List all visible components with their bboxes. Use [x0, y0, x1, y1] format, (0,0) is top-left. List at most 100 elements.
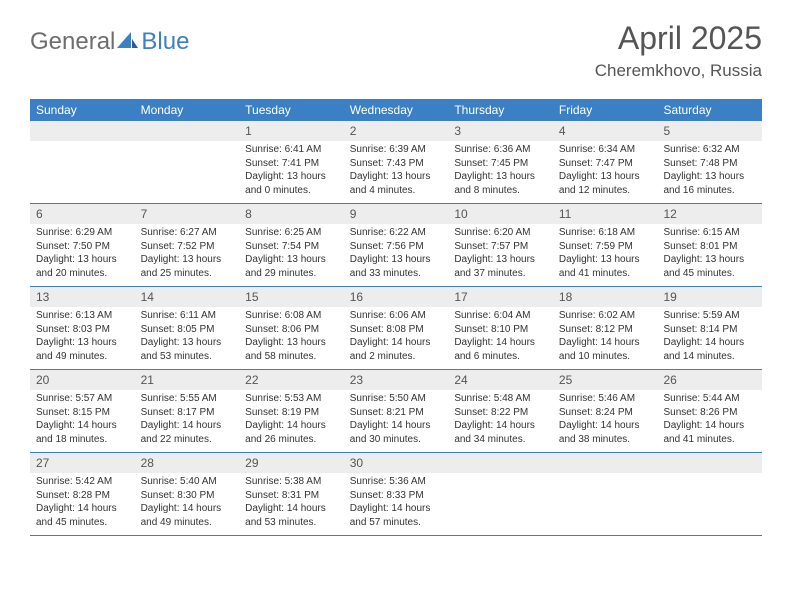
sunset-line: Sunset: 8:21 PM — [350, 406, 443, 420]
logo: General Blue — [30, 28, 189, 56]
day-cell: 27Sunrise: 5:42 AMSunset: 8:28 PMDayligh… — [30, 453, 135, 535]
sunset-line: Sunset: 8:22 PM — [454, 406, 547, 420]
day-cell: 25Sunrise: 5:46 AMSunset: 8:24 PMDayligh… — [553, 370, 658, 452]
calendar: Sunday Monday Tuesday Wednesday Thursday… — [30, 99, 762, 536]
sunset-line: Sunset: 8:12 PM — [559, 323, 652, 337]
day-number: 29 — [239, 453, 344, 473]
day-body: Sunrise: 6:41 AMSunset: 7:41 PMDaylight:… — [239, 141, 344, 201]
day-body: Sunrise: 5:48 AMSunset: 8:22 PMDaylight:… — [448, 390, 553, 450]
day-header: Thursday — [448, 99, 553, 121]
day-cell: 20Sunrise: 5:57 AMSunset: 8:15 PMDayligh… — [30, 370, 135, 452]
day-cell: 13Sunrise: 6:13 AMSunset: 8:03 PMDayligh… — [30, 287, 135, 369]
sunrise-line: Sunrise: 6:02 AM — [559, 309, 652, 323]
sunset-line: Sunset: 8:14 PM — [663, 323, 756, 337]
daylight-line: and 12 minutes. — [559, 184, 652, 198]
daylight-line: Daylight: 13 hours — [454, 253, 547, 267]
sunrise-line: Sunrise: 5:36 AM — [350, 475, 443, 489]
day-number: 12 — [657, 204, 762, 224]
daylight-line: and 49 minutes. — [141, 516, 234, 530]
day-cell: 3Sunrise: 6:36 AMSunset: 7:45 PMDaylight… — [448, 121, 553, 203]
sunrise-line: Sunrise: 6:22 AM — [350, 226, 443, 240]
day-body: Sunrise: 6:22 AMSunset: 7:56 PMDaylight:… — [344, 224, 449, 284]
day-cell: 24Sunrise: 5:48 AMSunset: 8:22 PMDayligh… — [448, 370, 553, 452]
day-body: Sunrise: 6:25 AMSunset: 7:54 PMDaylight:… — [239, 224, 344, 284]
day-number: 22 — [239, 370, 344, 390]
sunrise-line: Sunrise: 5:42 AM — [36, 475, 129, 489]
daylight-line: and 33 minutes. — [350, 267, 443, 281]
day-cell: 4Sunrise: 6:34 AMSunset: 7:47 PMDaylight… — [553, 121, 658, 203]
day-body: Sunrise: 6:39 AMSunset: 7:43 PMDaylight:… — [344, 141, 449, 201]
sunset-line: Sunset: 8:08 PM — [350, 323, 443, 337]
day-cell: 5Sunrise: 6:32 AMSunset: 7:48 PMDaylight… — [657, 121, 762, 203]
daylight-line: and 49 minutes. — [36, 350, 129, 364]
daylight-line: and 53 minutes. — [141, 350, 234, 364]
daylight-line: Daylight: 13 hours — [454, 170, 547, 184]
day-number: 5 — [657, 121, 762, 141]
daylight-line: Daylight: 13 hours — [141, 336, 234, 350]
day-number: 7 — [135, 204, 240, 224]
day-body: Sunrise: 5:59 AMSunset: 8:14 PMDaylight:… — [657, 307, 762, 367]
daylight-line: and 34 minutes. — [454, 433, 547, 447]
sunset-line: Sunset: 8:26 PM — [663, 406, 756, 420]
day-body: Sunrise: 5:46 AMSunset: 8:24 PMDaylight:… — [553, 390, 658, 450]
day-cell: 2Sunrise: 6:39 AMSunset: 7:43 PMDaylight… — [344, 121, 449, 203]
day-cell: 28Sunrise: 5:40 AMSunset: 8:30 PMDayligh… — [135, 453, 240, 535]
daylight-line: and 29 minutes. — [245, 267, 338, 281]
day-body: Sunrise: 6:02 AMSunset: 8:12 PMDaylight:… — [553, 307, 658, 367]
sunset-line: Sunset: 7:41 PM — [245, 157, 338, 171]
day-number: 1 — [239, 121, 344, 141]
day-body: Sunrise: 6:06 AMSunset: 8:08 PMDaylight:… — [344, 307, 449, 367]
sunset-line: Sunset: 8:05 PM — [141, 323, 234, 337]
day-cell: 9Sunrise: 6:22 AMSunset: 7:56 PMDaylight… — [344, 204, 449, 286]
logo-text-blue: Blue — [141, 28, 189, 56]
sunset-line: Sunset: 7:59 PM — [559, 240, 652, 254]
day-number: 28 — [135, 453, 240, 473]
day-body: Sunrise: 5:42 AMSunset: 8:28 PMDaylight:… — [30, 473, 135, 533]
day-cell: 29Sunrise: 5:38 AMSunset: 8:31 PMDayligh… — [239, 453, 344, 535]
day-cell: 11Sunrise: 6:18 AMSunset: 7:59 PMDayligh… — [553, 204, 658, 286]
day-number: . — [135, 121, 240, 141]
daylight-line: Daylight: 13 hours — [559, 170, 652, 184]
month-title: April 2025 — [595, 20, 762, 57]
sunrise-line: Sunrise: 6:25 AM — [245, 226, 338, 240]
daylight-line: and 0 minutes. — [245, 184, 338, 198]
weeks-container: ..1Sunrise: 6:41 AMSunset: 7:41 PMDaylig… — [30, 121, 762, 536]
sunrise-line: Sunrise: 6:41 AM — [245, 143, 338, 157]
daylight-line: Daylight: 14 hours — [36, 419, 129, 433]
sunset-line: Sunset: 8:01 PM — [663, 240, 756, 254]
daylight-line: Daylight: 14 hours — [245, 419, 338, 433]
daylight-line: Daylight: 14 hours — [663, 419, 756, 433]
day-header: Tuesday — [239, 99, 344, 121]
daylight-line: Daylight: 14 hours — [245, 502, 338, 516]
day-body — [657, 473, 762, 479]
daylight-line: Daylight: 14 hours — [663, 336, 756, 350]
daylight-line: and 41 minutes. — [559, 267, 652, 281]
day-cell: 17Sunrise: 6:04 AMSunset: 8:10 PMDayligh… — [448, 287, 553, 369]
daylight-line: and 38 minutes. — [559, 433, 652, 447]
daylight-line: and 2 minutes. — [350, 350, 443, 364]
daylight-line: Daylight: 13 hours — [350, 253, 443, 267]
sunset-line: Sunset: 8:24 PM — [559, 406, 652, 420]
daylight-line: and 6 minutes. — [454, 350, 547, 364]
day-body: Sunrise: 5:36 AMSunset: 8:33 PMDaylight:… — [344, 473, 449, 533]
day-header: Friday — [553, 99, 658, 121]
day-body: Sunrise: 6:34 AMSunset: 7:47 PMDaylight:… — [553, 141, 658, 201]
day-number: . — [448, 453, 553, 473]
sunset-line: Sunset: 8:03 PM — [36, 323, 129, 337]
day-body: Sunrise: 5:57 AMSunset: 8:15 PMDaylight:… — [30, 390, 135, 450]
daylight-line: Daylight: 13 hours — [245, 336, 338, 350]
daylight-line: and 20 minutes. — [36, 267, 129, 281]
sunrise-line: Sunrise: 6:36 AM — [454, 143, 547, 157]
daylight-line: Daylight: 13 hours — [141, 253, 234, 267]
daylight-line: Daylight: 13 hours — [36, 336, 129, 350]
day-cell: 23Sunrise: 5:50 AMSunset: 8:21 PMDayligh… — [344, 370, 449, 452]
sunrise-line: Sunrise: 6:18 AM — [559, 226, 652, 240]
day-number: 9 — [344, 204, 449, 224]
sunrise-line: Sunrise: 5:55 AM — [141, 392, 234, 406]
daylight-line: and 26 minutes. — [245, 433, 338, 447]
location-subtitle: Cheremkhovo, Russia — [595, 61, 762, 81]
day-body: Sunrise: 6:18 AMSunset: 7:59 PMDaylight:… — [553, 224, 658, 284]
sunset-line: Sunset: 7:57 PM — [454, 240, 547, 254]
day-number: . — [553, 453, 658, 473]
day-number: 10 — [448, 204, 553, 224]
